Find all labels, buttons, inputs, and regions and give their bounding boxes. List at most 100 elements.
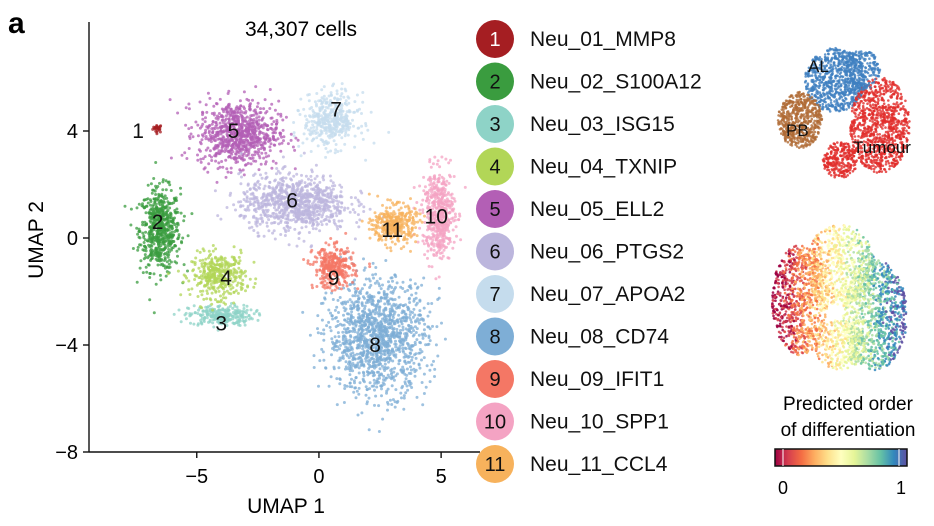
tissue-group-tumour bbox=[849, 76, 911, 174]
cluster-label-6: 6 bbox=[286, 190, 298, 213]
colorbar-tick-label-0: 0 bbox=[778, 478, 788, 498]
cluster-points-2 bbox=[123, 161, 194, 315]
main-plot-title: 34,307 cells bbox=[245, 18, 357, 41]
legend-number: 4 bbox=[489, 157, 500, 179]
pseudotime-umap-mini bbox=[770, 224, 908, 372]
y-tick-label: 0 bbox=[67, 228, 78, 250]
panel-letter: a bbox=[8, 7, 25, 40]
cluster-points-1 bbox=[151, 124, 163, 136]
legend-label: Neu_05_ELL2 bbox=[530, 198, 664, 221]
cluster-points-6 bbox=[213, 151, 385, 249]
x-tick-label: −5 bbox=[185, 466, 208, 488]
tissue-umap-mini: AL PB Tumour bbox=[776, 46, 911, 179]
legend-item-10: 10 Neu_10_SPP1 bbox=[476, 402, 669, 441]
label-pb: PB bbox=[786, 121, 809, 140]
tissue-group-al bbox=[803, 46, 866, 113]
legend-number: 10 bbox=[484, 412, 506, 434]
cluster-points-11 bbox=[360, 192, 426, 253]
cluster-label-3: 3 bbox=[215, 313, 227, 336]
legend-item-1: 1 Neu_01_MMP8 bbox=[476, 20, 676, 58]
pseudotime-blob bbox=[804, 224, 876, 306]
x-tick-label: 0 bbox=[313, 466, 324, 488]
label-al: AL bbox=[808, 57, 829, 76]
legend-label: Neu_07_APOA2 bbox=[530, 283, 685, 306]
legend-number: 1 bbox=[489, 29, 500, 51]
legend-number: 5 bbox=[489, 199, 500, 221]
tissue-points bbox=[776, 46, 911, 179]
umap-main-plot: −5 0 5 −8 −4 0 4 1 2 3 4 5 6 7 8 9 10 11 34,307 cells U… bbox=[25, 18, 480, 518]
legend-label: Neu_06_PTGS2 bbox=[530, 241, 684, 264]
legend-swatch bbox=[476, 62, 514, 101]
colorbar-gradient bbox=[774, 448, 908, 467]
legend-swatch bbox=[476, 360, 514, 398]
legend-number: 6 bbox=[489, 242, 500, 264]
legend-item-2: 2 Neu_02_S100A12 bbox=[476, 62, 702, 101]
legend-number: 2 bbox=[489, 72, 500, 94]
pseudotime-blob bbox=[814, 319, 866, 371]
x-tick-label: 5 bbox=[436, 466, 447, 488]
y-tick-label: −8 bbox=[55, 442, 78, 464]
y-tick-label: 4 bbox=[67, 121, 78, 143]
cluster-points-7 bbox=[292, 82, 391, 162]
legend-swatch bbox=[476, 20, 514, 58]
cluster-label-1: 1 bbox=[132, 120, 144, 143]
legend-label: Neu_10_SPP1 bbox=[530, 411, 669, 434]
legend-label: Neu_11_CCL4 bbox=[530, 453, 668, 476]
legend-swatch bbox=[476, 105, 514, 143]
legend-item-4: 4 Neu_04_TXNIP bbox=[476, 147, 677, 186]
cluster-number-labels: 1 2 3 4 5 6 7 8 9 10 11 bbox=[132, 99, 448, 357]
legend-swatch bbox=[476, 275, 514, 313]
legend-swatch bbox=[476, 190, 514, 228]
x-axis-label: UMAP 1 bbox=[247, 495, 325, 518]
tissue-group-al bbox=[843, 50, 882, 91]
legend-label: Neu_02_S100A12 bbox=[530, 71, 702, 94]
y-tick-label: −4 bbox=[55, 335, 78, 357]
legend-label: Neu_08_CD74 bbox=[530, 326, 669, 349]
y-ticks: −8 −4 0 4 bbox=[55, 121, 89, 464]
legend-item-9: 9 Neu_09_IFIT1 bbox=[476, 360, 664, 398]
legend-swatch bbox=[476, 445, 514, 483]
cluster-label-10: 10 bbox=[425, 206, 448, 229]
legend-item-6: 6 Neu_06_PTGS2 bbox=[476, 232, 684, 271]
legend-number: 8 bbox=[489, 327, 500, 349]
cluster-label-9: 9 bbox=[328, 267, 340, 290]
colorbar-tick-label-1: 1 bbox=[896, 478, 906, 498]
colorbar-title-line2: of differentiation bbox=[781, 420, 916, 441]
legend-swatch bbox=[476, 317, 514, 356]
cluster-points-10 bbox=[412, 155, 467, 281]
cluster-label-5: 5 bbox=[228, 120, 240, 143]
cluster-points-5 bbox=[168, 85, 300, 184]
legend-label: Neu_03_ISG15 bbox=[530, 113, 675, 136]
legend-item-7: 7 Neu_07_APOA2 bbox=[476, 275, 685, 313]
legend-label: Neu_01_MMP8 bbox=[530, 28, 676, 51]
legend-item-3: 3 Neu_03_ISG15 bbox=[476, 105, 675, 143]
legend-number: 7 bbox=[489, 284, 500, 306]
legend-label: Neu_09_IFIT1 bbox=[530, 368, 664, 391]
cluster-legend: 1 Neu_01_MMP8 2 Neu_02_S100A12 3 Neu_03_ISG15… bbox=[476, 20, 702, 483]
cluster-label-8: 8 bbox=[369, 334, 381, 357]
x-ticks: −5 0 5 bbox=[185, 452, 447, 488]
legend-item-11: 11 Neu_11_CCL4 bbox=[476, 445, 668, 483]
legend-number: 3 bbox=[489, 114, 500, 136]
legend-label: Neu_04_TXNIP bbox=[530, 156, 677, 179]
y-axis-label: UMAP 2 bbox=[25, 201, 48, 279]
cluster-points-4 bbox=[166, 244, 258, 312]
tissue-group-tumour bbox=[821, 141, 858, 179]
pseudotime-points bbox=[770, 224, 908, 372]
legend-swatch bbox=[476, 147, 514, 186]
colorbar: Predicted order of differentiation 0 1 bbox=[774, 394, 916, 498]
cluster-label-4: 4 bbox=[220, 267, 232, 290]
pseudotime-blob bbox=[841, 258, 908, 372]
cluster-label-7: 7 bbox=[330, 99, 342, 122]
pseudotime-blob bbox=[770, 244, 830, 357]
legend-item-8: 8 Neu_08_CD74 bbox=[476, 317, 669, 356]
tissue-group-pb bbox=[776, 90, 824, 150]
legend-swatch bbox=[476, 402, 514, 441]
legend-number: 9 bbox=[489, 369, 500, 391]
cluster-label-2: 2 bbox=[152, 211, 164, 234]
colorbar-title-line1: Predicted order bbox=[783, 394, 914, 415]
legend-item-5: 5 Neu_05_ELL2 bbox=[476, 190, 664, 228]
legend-swatch bbox=[476, 232, 514, 271]
cluster-points-8 bbox=[301, 250, 447, 433]
